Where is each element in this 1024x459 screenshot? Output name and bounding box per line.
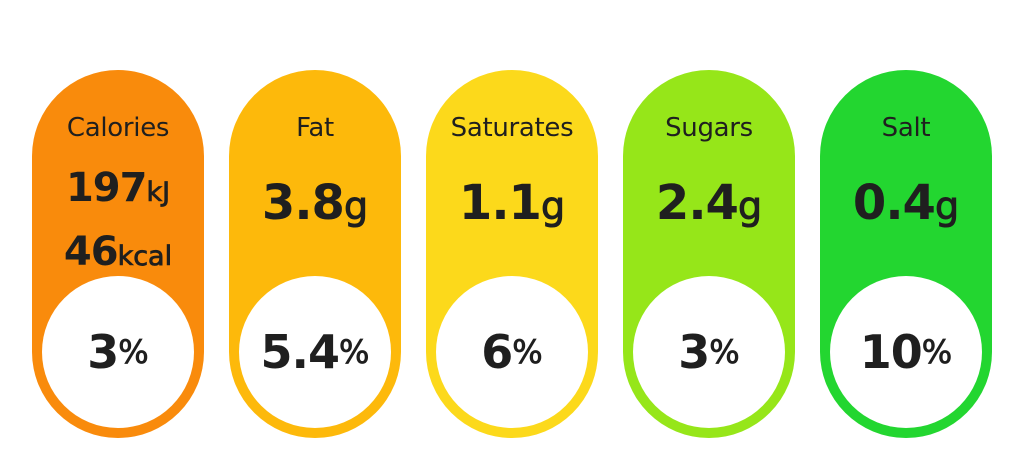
percent-circle-calories: 3% bbox=[42, 276, 194, 428]
percent-value: 6 bbox=[481, 325, 513, 379]
percent-unit: % bbox=[921, 333, 953, 372]
amount-value: 197 bbox=[65, 165, 147, 211]
percent-circle-salt: 10% bbox=[830, 276, 982, 428]
percent-circle-fat: 5.4% bbox=[239, 276, 391, 428]
percent-value: 3 bbox=[87, 325, 119, 379]
pill-fat: Fat 3.8g 5.4% bbox=[229, 70, 401, 438]
pill-name-sugars: Sugars bbox=[665, 113, 753, 143]
percent-circle-sugars: 3% bbox=[633, 276, 785, 428]
pill-amount-fat: 3.8g bbox=[229, 175, 401, 231]
amount-value: 46 bbox=[63, 229, 119, 275]
amount-value: 0.4 bbox=[852, 175, 936, 231]
pill-name-fat: Fat bbox=[296, 113, 334, 143]
percent-circle-saturates: 6% bbox=[436, 276, 588, 428]
amount-value: 2.4 bbox=[655, 175, 739, 231]
amount-value: 3.8 bbox=[261, 175, 345, 231]
amount-kj: 197kJ bbox=[32, 160, 204, 224]
percent-unit: % bbox=[118, 333, 149, 372]
amount-unit: g bbox=[540, 184, 566, 229]
pill-amount-saturates: 1.1g bbox=[426, 175, 598, 231]
amount-unit: kcal bbox=[117, 241, 173, 273]
percent-value: 5.4 bbox=[260, 325, 340, 379]
pill-salt: Salt 0.4g 10% bbox=[820, 70, 992, 438]
pill-amount-sugars: 2.4g bbox=[623, 175, 795, 231]
amount-kcal: 46kcal bbox=[32, 224, 204, 288]
pill-amounts-calories: 197kJ 46kcal bbox=[32, 160, 204, 288]
amount-unit: kJ bbox=[146, 177, 171, 209]
percent-unit: % bbox=[512, 333, 543, 372]
percent-value: 3 bbox=[678, 325, 710, 379]
pill-calories: Calories 197kJ 46kcal 3% bbox=[32, 70, 204, 438]
pill-name-salt: Salt bbox=[881, 113, 931, 143]
percent-unit: % bbox=[709, 333, 740, 372]
amount-unit: g bbox=[737, 184, 763, 229]
pill-name-calories: Calories bbox=[66, 113, 170, 143]
percent-unit: % bbox=[339, 333, 370, 372]
pill-amount-salt: 0.4g bbox=[820, 175, 992, 231]
pill-sugars: Sugars 2.4g 3% bbox=[623, 70, 795, 438]
amount-unit: g bbox=[343, 184, 369, 229]
pill-saturates: Saturates 1.1g 6% bbox=[426, 70, 598, 438]
pill-name-saturates: Saturates bbox=[450, 113, 574, 143]
amount-unit: g bbox=[934, 184, 960, 229]
percent-value: 10 bbox=[859, 325, 923, 379]
amount-value: 1.1 bbox=[458, 175, 542, 231]
